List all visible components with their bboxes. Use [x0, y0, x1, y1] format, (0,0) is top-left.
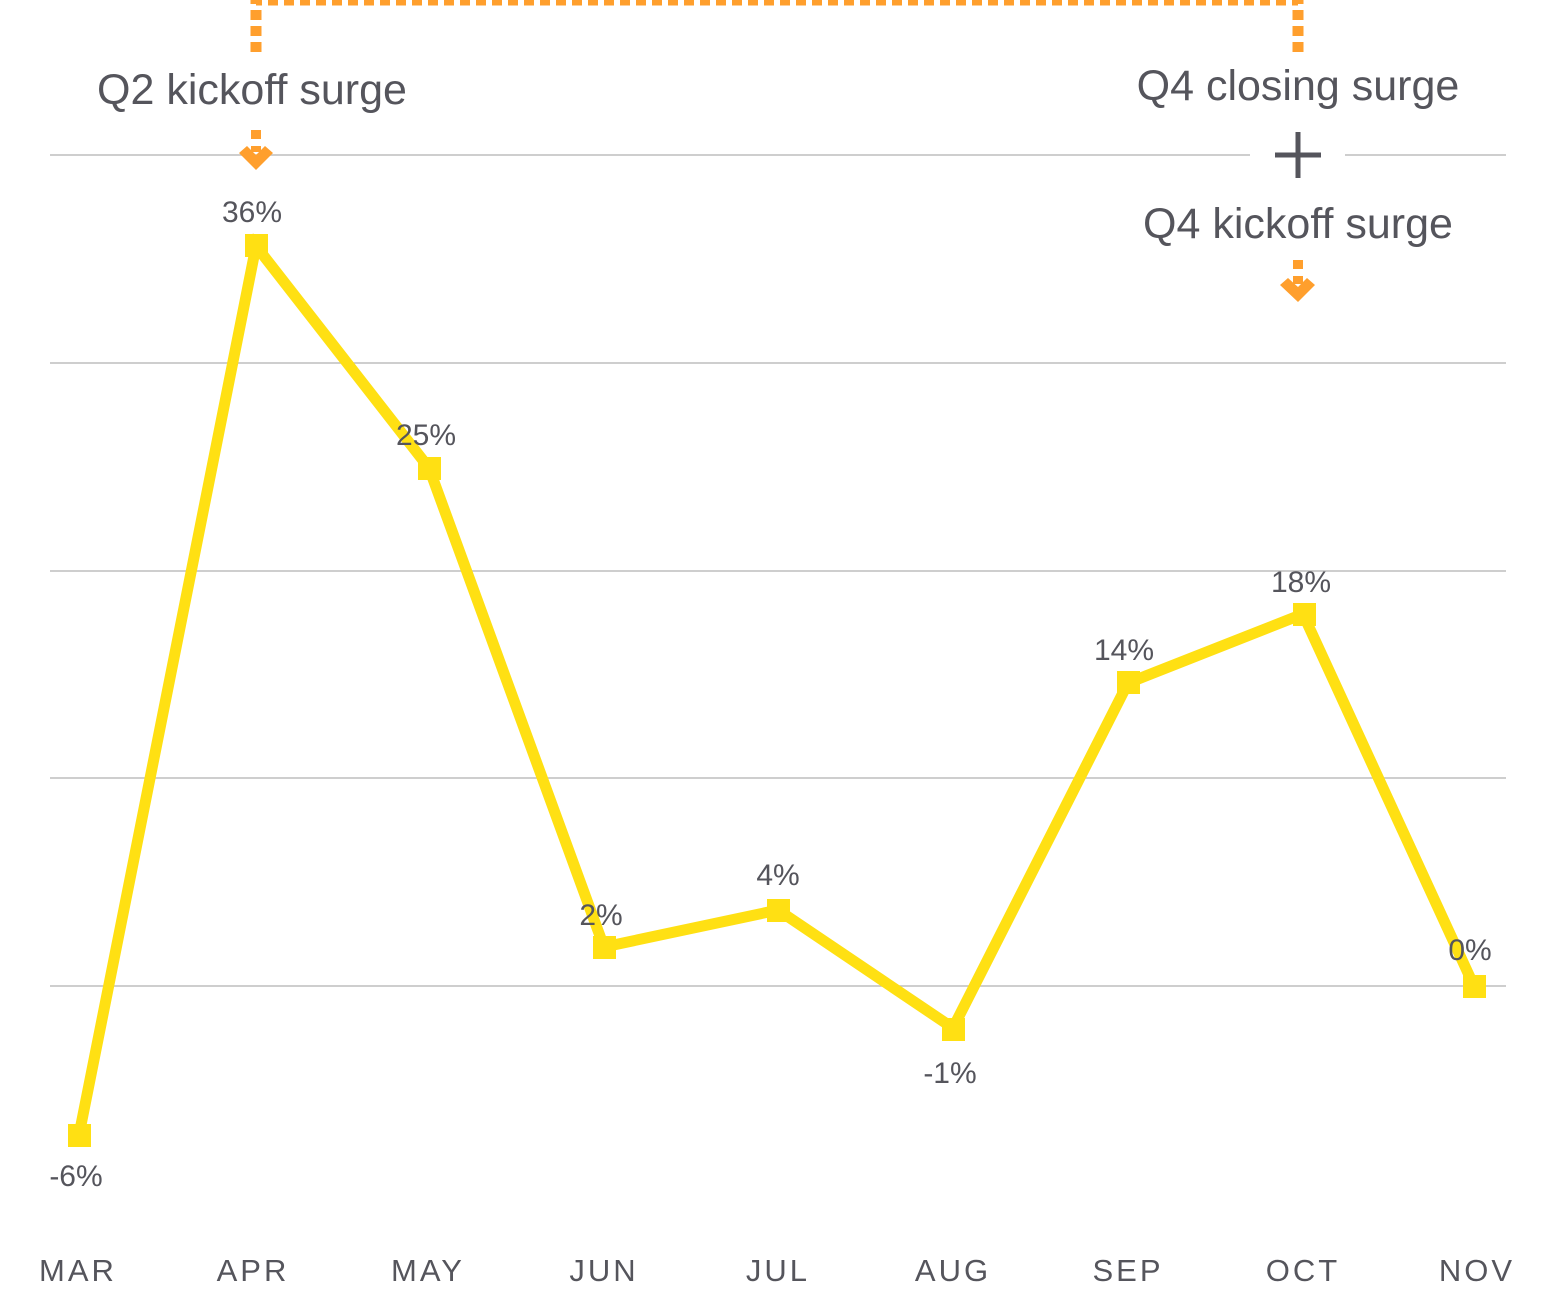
data-label-oct: 18%: [1271, 566, 1331, 599]
marker-sep[interactable]: [1117, 671, 1140, 694]
gridlines: [50, 154, 1506, 987]
x-label-nov: NOV: [1439, 1253, 1515, 1288]
data-label-nov: 0%: [1448, 934, 1491, 967]
arrow-down-icon: [1280, 278, 1315, 302]
marker-oct[interactable]: [1293, 603, 1316, 626]
marker-mar[interactable]: [68, 1124, 91, 1147]
plus-icon: [1275, 132, 1321, 178]
data-labels: -6% 36% 25% 2% 4% -1% 14% 18% 0%: [49, 196, 1491, 1193]
x-label-apr: APR: [217, 1253, 290, 1288]
x-label-aug: AUG: [915, 1253, 991, 1288]
data-label-may: 25%: [396, 419, 456, 452]
x-label-sep: SEP: [1092, 1253, 1163, 1288]
bracket-line: [250, 0, 1304, 52]
marker-jun[interactable]: [593, 936, 616, 959]
annotation-q2-kickoff: Q2 kickoff surge: [97, 66, 407, 170]
x-label-may: MAY: [391, 1253, 465, 1288]
marker-nov[interactable]: [1463, 975, 1486, 998]
data-label-jun: 2%: [579, 899, 622, 932]
series-line: [73, 233, 1479, 1137]
data-label-jul: 4%: [756, 859, 799, 892]
marker-may[interactable]: [418, 457, 441, 480]
x-label-jun: JUN: [569, 1253, 638, 1288]
annotation-q4-kickoff-text: Q4 kickoff surge: [1143, 200, 1453, 248]
x-label-jul: JUL: [746, 1253, 810, 1288]
data-label-mar: -6%: [49, 1160, 102, 1193]
arrow-down-icon: [239, 146, 273, 170]
x-label-mar: MAR: [39, 1253, 117, 1288]
data-markers: [68, 234, 1486, 1147]
x-axis: MAR APR MAY JUN JUL AUG SEP OCT NOV: [39, 1253, 1515, 1288]
data-label-aug: -1%: [923, 1057, 976, 1090]
marker-jul[interactable]: [767, 899, 790, 922]
data-label-sep: 14%: [1094, 634, 1154, 667]
surge-bracket: [250, 0, 1304, 52]
marker-apr[interactable]: [245, 234, 268, 257]
annotation-q4-closing-text: Q4 closing surge: [1137, 62, 1460, 110]
annotation-q2-kickoff-text: Q2 kickoff surge: [97, 66, 407, 114]
data-label-apr: 36%: [222, 196, 282, 229]
marker-aug[interactable]: [942, 1018, 965, 1041]
annotation-q4: Q4 closing surge Q4 kickoff surge: [1137, 62, 1460, 302]
x-label-oct: OCT: [1266, 1253, 1340, 1288]
